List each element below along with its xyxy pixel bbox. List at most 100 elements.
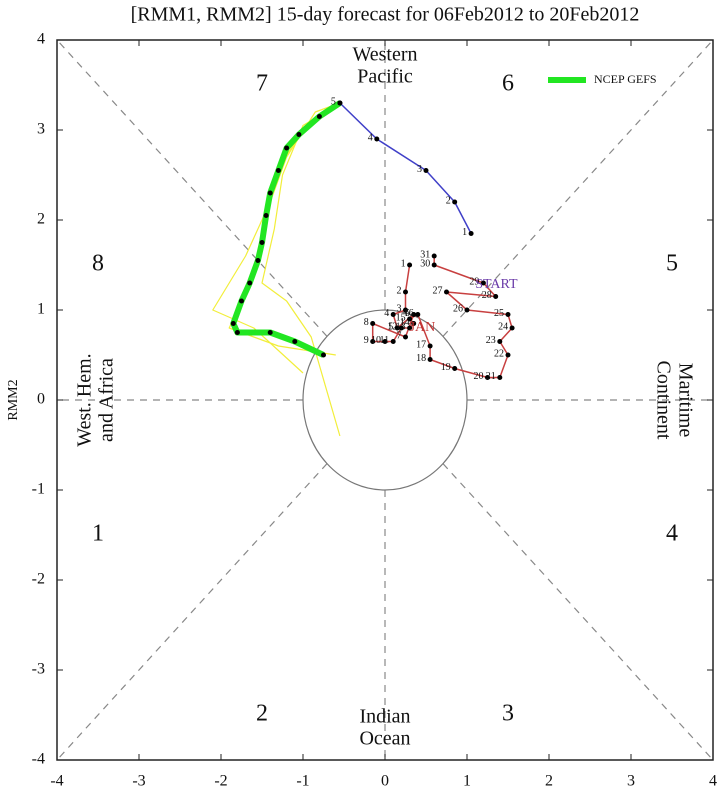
- x-tick-label: 2: [545, 773, 553, 790]
- point: [505, 312, 511, 317]
- point: [452, 366, 458, 371]
- point-label: 29: [469, 276, 479, 287]
- point-label: 3: [417, 164, 422, 175]
- point: [374, 136, 380, 142]
- x-tick-label: 1: [463, 773, 471, 790]
- point: [239, 298, 244, 304]
- point: [423, 168, 429, 173]
- point: [275, 168, 281, 173]
- point: [427, 357, 433, 362]
- point: [390, 312, 396, 317]
- region-label: Pacific: [357, 66, 413, 88]
- y-tick-label: 0: [37, 391, 45, 408]
- phase-label: 3: [502, 701, 514, 727]
- annotation: JAN: [410, 320, 436, 335]
- point: [255, 258, 261, 263]
- legend-label: NCEP GEFS: [594, 72, 657, 86]
- phase-label: 6: [502, 71, 514, 97]
- phase-label: 4: [666, 521, 678, 547]
- x-tick-label: -4: [50, 773, 63, 790]
- point: [296, 132, 302, 137]
- point: [485, 375, 490, 380]
- point: [407, 325, 413, 331]
- y-tick-label: -3: [32, 661, 45, 678]
- phase-label: 7: [256, 71, 268, 97]
- point-label: 1: [462, 227, 467, 238]
- y-axis-label: RMM2: [6, 379, 21, 420]
- x-tick-label: -3: [132, 773, 145, 790]
- y-tick-label: -4: [32, 751, 45, 768]
- point-label: 9: [364, 335, 369, 346]
- point: [292, 339, 298, 344]
- point: [493, 294, 499, 299]
- y-tick-label: 4: [37, 31, 45, 48]
- point-label: 3: [397, 303, 402, 314]
- point-label: 12: [387, 321, 397, 332]
- point: [415, 312, 421, 317]
- point: [370, 339, 376, 344]
- annotation: START: [475, 277, 518, 292]
- unit-circle: [302, 309, 468, 491]
- x-tick-label: -2: [214, 773, 227, 790]
- point-label: 5: [388, 321, 393, 332]
- region-label: Maritime: [674, 363, 696, 438]
- point-label: 31: [420, 249, 430, 260]
- region-label: Continent: [652, 361, 674, 440]
- point: [398, 325, 404, 331]
- region-label: West. Hem.: [74, 353, 96, 446]
- phase-label: 2: [256, 701, 268, 727]
- point-label: 20: [474, 371, 484, 382]
- point: [267, 330, 273, 335]
- phase-divider: [56, 39, 328, 337]
- point: [411, 321, 417, 326]
- point: [509, 325, 515, 331]
- point: [505, 352, 511, 358]
- phase-divider: [442, 463, 714, 761]
- point-label: 18: [416, 353, 426, 364]
- point: [284, 145, 290, 151]
- point-label: 7: [397, 330, 402, 341]
- point-label: 11: [380, 335, 390, 346]
- point: [444, 289, 449, 295]
- point: [497, 339, 503, 344]
- point-label: 1: [401, 258, 406, 269]
- x-tick-label: -1: [296, 773, 309, 790]
- point-label: 22: [494, 348, 504, 359]
- point: [452, 199, 458, 205]
- point-label: 4: [368, 132, 373, 143]
- point: [427, 343, 433, 349]
- phase-label: 5: [666, 251, 678, 277]
- point-label: 16: [404, 308, 414, 319]
- y-tick-label: 2: [37, 211, 45, 228]
- point: [411, 312, 417, 317]
- series-line: [230, 100, 342, 358]
- y-tick-label: -1: [32, 481, 45, 498]
- region-label: Indian: [359, 706, 410, 728]
- point: [431, 253, 437, 259]
- phase-divider: [56, 463, 328, 761]
- point-label: 15: [396, 312, 406, 323]
- point: [403, 334, 408, 340]
- point: [370, 321, 376, 326]
- point: [431, 262, 437, 268]
- x-tick-label: 0: [381, 773, 389, 790]
- point-label: 27: [433, 285, 443, 296]
- point: [247, 280, 253, 286]
- point-label: 23: [486, 335, 496, 346]
- point-label: 19: [441, 362, 451, 373]
- point: [263, 213, 269, 218]
- point-label: 14: [400, 317, 410, 328]
- point: [259, 240, 265, 245]
- x-tick-label: 4: [709, 773, 717, 790]
- point: [464, 307, 470, 313]
- point: [234, 330, 240, 335]
- point-label: 10: [371, 335, 381, 346]
- point: [407, 262, 413, 268]
- region-label: Ocean: [359, 728, 410, 750]
- y-tick-label: -2: [32, 571, 45, 588]
- point: [390, 339, 396, 344]
- point-label: 28: [482, 290, 492, 301]
- point: [337, 100, 343, 106]
- point: [382, 339, 388, 344]
